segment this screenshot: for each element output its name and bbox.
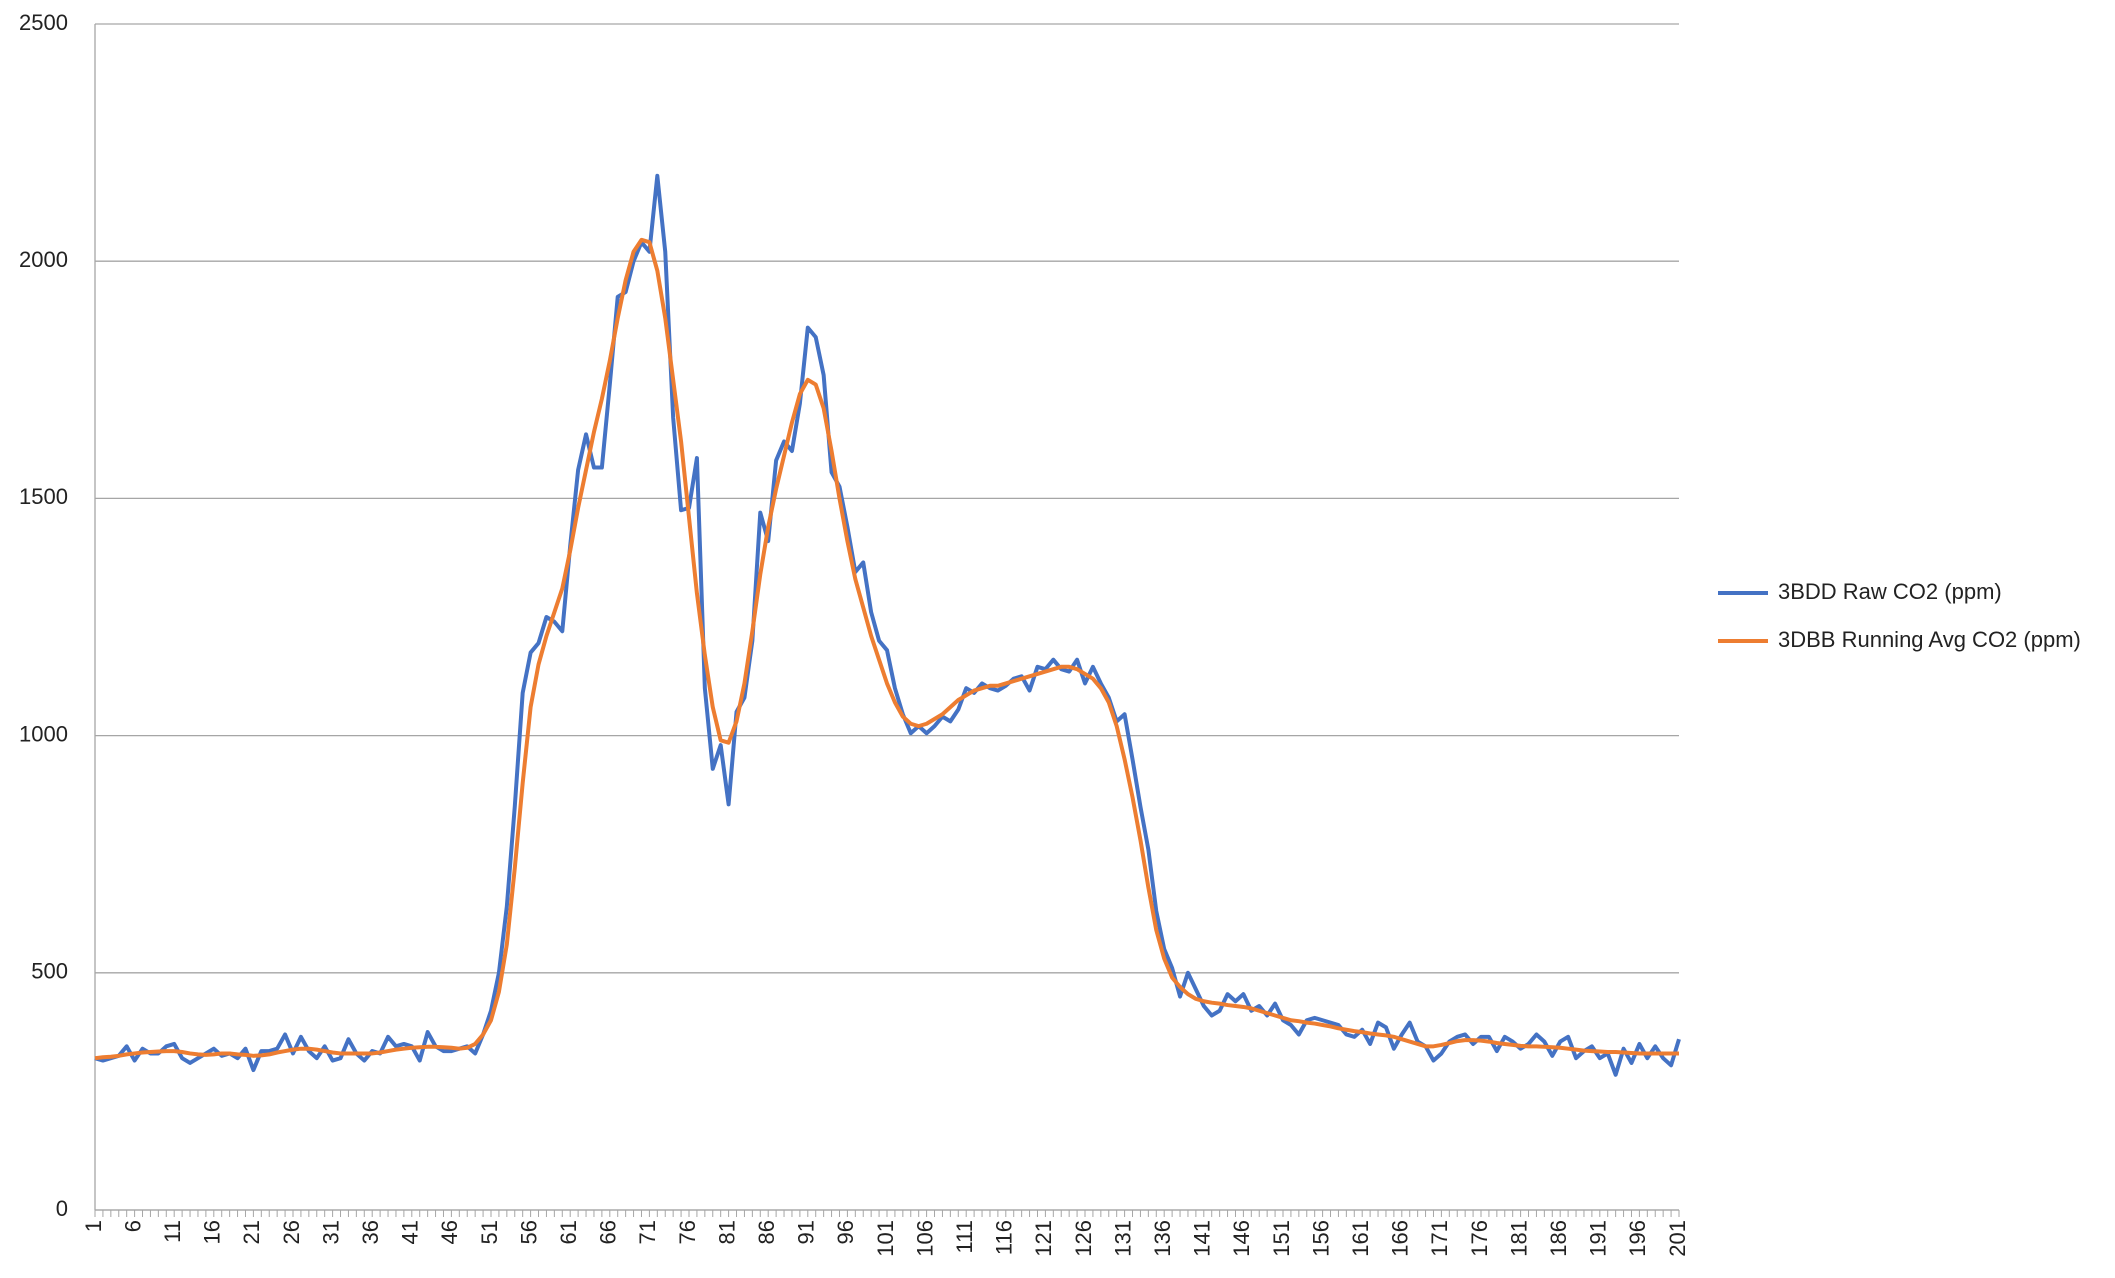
line	[94, 173, 1681, 1077]
legend-label: 3BDD Raw CO2 (ppm)	[1778, 579, 2002, 604]
x-tick-label: 181	[1506, 1220, 1531, 1257]
x-tick-label: 186	[1546, 1220, 1571, 1257]
x-tick-label: 166	[1388, 1220, 1413, 1257]
x-tick-label: 6	[120, 1220, 145, 1232]
x-tick-label: 26	[279, 1220, 304, 1244]
x-tick-label: 191	[1586, 1220, 1611, 1257]
x-tick-label: 81	[714, 1220, 739, 1244]
y-tick-label: 500	[31, 959, 68, 984]
x-tick-label: 141	[1190, 1220, 1215, 1257]
x-tick-label: 101	[873, 1220, 898, 1257]
y-tick-label: 2000	[19, 247, 68, 272]
x-tick-label: 131	[1110, 1220, 1135, 1257]
x-tick-label: 21	[239, 1220, 264, 1244]
x-tick-label: 151	[1269, 1220, 1294, 1257]
x-tick-label: 86	[754, 1220, 779, 1244]
x-tick-label: 161	[1348, 1220, 1373, 1257]
x-tick-label: 146	[1229, 1220, 1254, 1257]
x-tick-label: 11	[160, 1220, 185, 1243]
x-tick-label: 51	[477, 1220, 502, 1244]
x-tick-label: 36	[358, 1220, 383, 1244]
x-tick-label: 31	[318, 1220, 343, 1244]
line	[94, 237, 1679, 1061]
x-tick-label: 171	[1427, 1220, 1452, 1257]
x-tick-label: 66	[596, 1220, 621, 1244]
x-tick-label: 61	[556, 1220, 581, 1244]
x-tick-label: 176	[1467, 1220, 1492, 1257]
x-tick-label: 111	[952, 1220, 977, 1253]
y-tick-label: 1500	[19, 484, 68, 509]
x-tick-label: 126	[1071, 1220, 1096, 1257]
x-tick-label: 116	[992, 1220, 1017, 1255]
x-tick-label: 41	[398, 1220, 423, 1244]
x-tick-label: 121	[1031, 1220, 1056, 1257]
y-tick-label: 1000	[19, 721, 68, 746]
y-tick-label: 0	[56, 1196, 68, 1221]
x-tick-label: 46	[437, 1220, 462, 1244]
legend-label: 3DBB Running Avg CO2 (ppm)	[1778, 627, 2081, 652]
x-tick-label: 91	[794, 1220, 819, 1244]
x-tick-label: 106	[912, 1220, 937, 1257]
x-tick-label: 56	[516, 1220, 541, 1244]
y-tick-label: 2500	[19, 10, 68, 35]
x-tick-label: 76	[675, 1220, 700, 1244]
x-tick-label: 16	[200, 1220, 225, 1244]
x-tick-label: 201	[1665, 1220, 1690, 1257]
x-tick-label: 156	[1308, 1220, 1333, 1257]
x-tick-label: 71	[635, 1220, 660, 1244]
x-tick-label: 96	[833, 1220, 858, 1244]
x-tick-label: 1	[81, 1220, 106, 1232]
x-tick-label: 136	[1150, 1220, 1175, 1257]
x-tick-label: 196	[1625, 1220, 1650, 1257]
